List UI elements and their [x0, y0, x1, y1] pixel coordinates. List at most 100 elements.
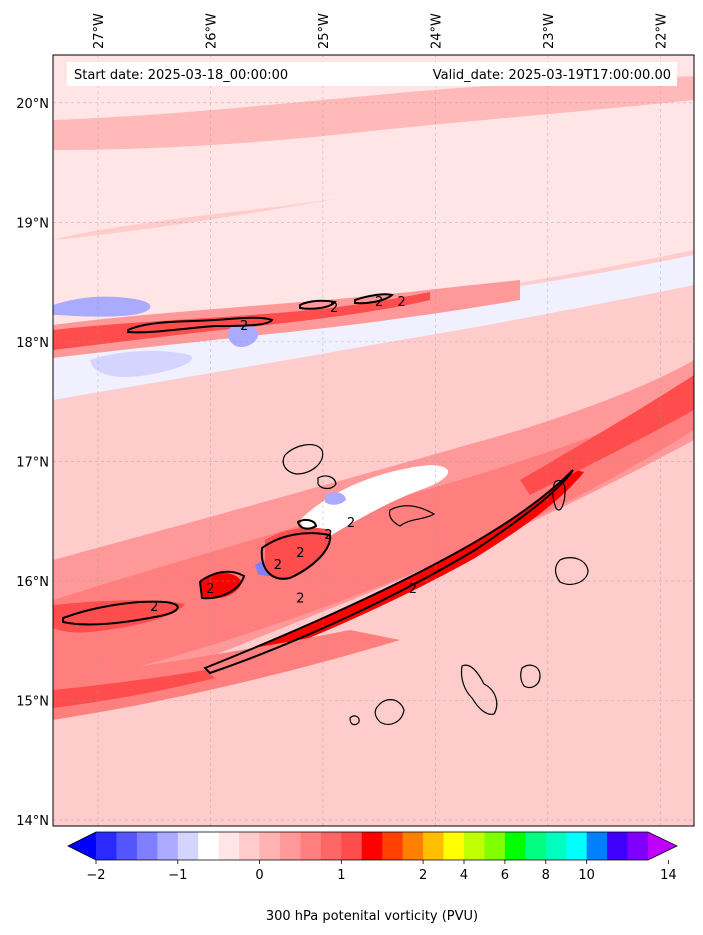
contour-label: 2	[150, 600, 158, 615]
contour-central-blob-2	[260, 532, 332, 580]
colorbar-swatch	[259, 832, 281, 860]
colorbar-swatch	[464, 832, 485, 860]
colorbar-tick-label: −1	[168, 868, 187, 883]
colorbar-swatch	[136, 832, 158, 860]
island-boa-vista	[554, 557, 589, 585]
contour-label: 2	[296, 546, 304, 561]
contour-southern-streamer	[203, 469, 574, 675]
map-grid	[53, 55, 694, 826]
pv-low-band-south	[53, 630, 400, 720]
coastlines	[282, 443, 589, 726]
contour-label: 2	[397, 295, 405, 310]
lon-tick-label: 22°W	[654, 13, 669, 49]
colorbar-swatch	[586, 832, 608, 860]
lat-tick-label: 14°N	[16, 814, 49, 829]
contour-label: 2	[240, 319, 248, 334]
contour-northern-east	[299, 299, 337, 310]
colorbar-extend-min	[68, 832, 96, 860]
colorbar-swatch	[198, 832, 220, 860]
lon-tick-label: 24°W	[429, 13, 444, 49]
colorbar-swatch	[280, 832, 301, 860]
pv-northern-negative-pocket-3	[228, 324, 259, 348]
colorbar	[67, 831, 678, 861]
pv-low-band-core	[53, 670, 215, 708]
island-santiago	[460, 664, 498, 715]
contour-label: 2	[274, 558, 282, 573]
contour-label: 2	[330, 301, 338, 316]
contour-western-filament	[62, 600, 179, 626]
colorbar-swatch	[116, 832, 138, 860]
lat-tick-label: 17°N	[16, 455, 49, 470]
island-sal	[552, 479, 566, 511]
colorbar-tick-label: 6	[501, 868, 509, 883]
pv-field-white-gap	[53, 255, 694, 400]
contour-label: 2	[409, 582, 417, 597]
island-fogo	[374, 699, 405, 725]
pv-central-blue-patch-3	[325, 492, 346, 505]
colorbar-tick-label: −2	[86, 868, 105, 883]
contour-label: 2	[347, 516, 355, 531]
colorbar-tick-label: 14	[660, 868, 677, 883]
colorbar-tick-label: 0	[255, 868, 263, 883]
colorbar-swatch	[443, 832, 465, 860]
colorbar-swatch	[177, 832, 199, 860]
contour-label: 2	[296, 591, 304, 606]
pv-contours	[62, 293, 574, 675]
colorbar-swatch	[320, 832, 342, 860]
colorbar-ticks: −2 −1 0 1 2 4 6 8 10 14	[86, 860, 677, 883]
lon-tick-label: 23°W	[542, 13, 557, 49]
contour-northern-east-2	[354, 293, 395, 305]
valid-date-label: Valid_date: 2025-03-19T17:00:00.00	[433, 68, 671, 83]
info-box	[67, 62, 677, 86]
pv-central-white-patch	[300, 465, 449, 548]
pv-field-medium-band-north	[53, 76, 694, 150]
start-date-label: Start date: 2025-03-18_00:00:00	[74, 68, 288, 83]
colorbar-swatch	[627, 832, 649, 860]
colorbar-swatch	[566, 832, 588, 860]
colorbar-tick-label: 10	[578, 868, 595, 883]
colorbar-swatch	[300, 832, 322, 860]
colorbar-tick-label: 2	[419, 868, 427, 883]
island-sao-nicolau	[388, 505, 436, 527]
pv-field-pale-band	[53, 120, 694, 360]
island-sao-vicente	[317, 475, 337, 490]
contour-central-blob	[198, 570, 246, 600]
colorbar-swatch	[218, 832, 240, 860]
colorbar-swatch	[239, 832, 261, 860]
lat-tick-label: 19°N	[16, 216, 49, 231]
contour-label: 2	[324, 528, 332, 543]
colorbar-swatch	[525, 832, 547, 860]
lat-tick-label: 15°N	[16, 694, 49, 709]
colorbar-swatch	[96, 832, 117, 860]
colorbar-swatch	[382, 832, 404, 860]
colorbar-label: 300 hPa potenital vorticity (PVU)	[266, 909, 478, 924]
lat-axis: 20°N 19°N 18°N 17°N 16°N 15°N 14°N	[16, 97, 49, 829]
lat-tick-label: 20°N	[16, 97, 49, 112]
pv-central-red-core-2	[264, 527, 331, 580]
colorbar-swatch	[607, 832, 629, 860]
colorbar-extend-max	[648, 832, 677, 860]
colorbar-swatch	[545, 832, 567, 860]
pv-northern-negative-pocket	[53, 296, 151, 317]
colorbar-tick-label: 1	[337, 868, 345, 883]
pv-eastern-band	[520, 375, 694, 495]
contour-northern-west	[127, 316, 274, 334]
colorbar-swatch	[423, 832, 445, 860]
lon-tick-label: 25°W	[317, 13, 332, 49]
colorbar-swatch	[504, 832, 526, 860]
colorbar-swatch	[341, 832, 363, 860]
pv-northern-band-core	[53, 292, 430, 350]
contour-central-blob-3	[296, 518, 318, 530]
pv-southern-band-mid	[53, 395, 694, 690]
lon-tick-label: 26°W	[204, 13, 219, 49]
lat-tick-label: 16°N	[16, 575, 49, 590]
colorbar-swatch	[402, 832, 424, 860]
island-santo-antao	[282, 443, 324, 475]
colorbar-swatch	[157, 832, 179, 860]
pv-northern-negative-pocket-2	[90, 350, 192, 378]
lon-tick-label: 27°W	[92, 13, 107, 49]
colorbar-swatch	[484, 832, 506, 860]
island-maio	[520, 664, 541, 689]
